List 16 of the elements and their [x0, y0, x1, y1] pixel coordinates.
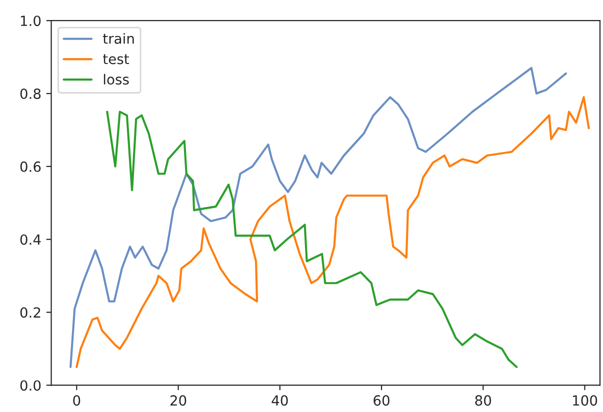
x-tick-label: 0 — [73, 395, 80, 406]
x-tick-label: 20 — [170, 395, 186, 406]
y-tick-label: 0.6 — [20, 161, 41, 172]
legend-label: train — [103, 33, 134, 44]
x-tick-label: 80 — [475, 395, 492, 406]
line-series — [106, 110, 518, 368]
x-tick-label: 100 — [573, 395, 598, 406]
y-tick-label: 0.0 — [20, 380, 41, 391]
legend-label: loss — [104, 74, 129, 85]
x-tick-label: 40 — [272, 395, 288, 406]
legend-label: test — [103, 54, 129, 64]
x-tick-label: 60 — [374, 395, 390, 406]
y-tick-label: 1.0 — [20, 16, 41, 26]
y-tick-label: 0.2 — [20, 307, 40, 318]
y-tick-label: 0.4 — [20, 234, 41, 245]
y-tick-label: 0.8 — [20, 88, 41, 99]
